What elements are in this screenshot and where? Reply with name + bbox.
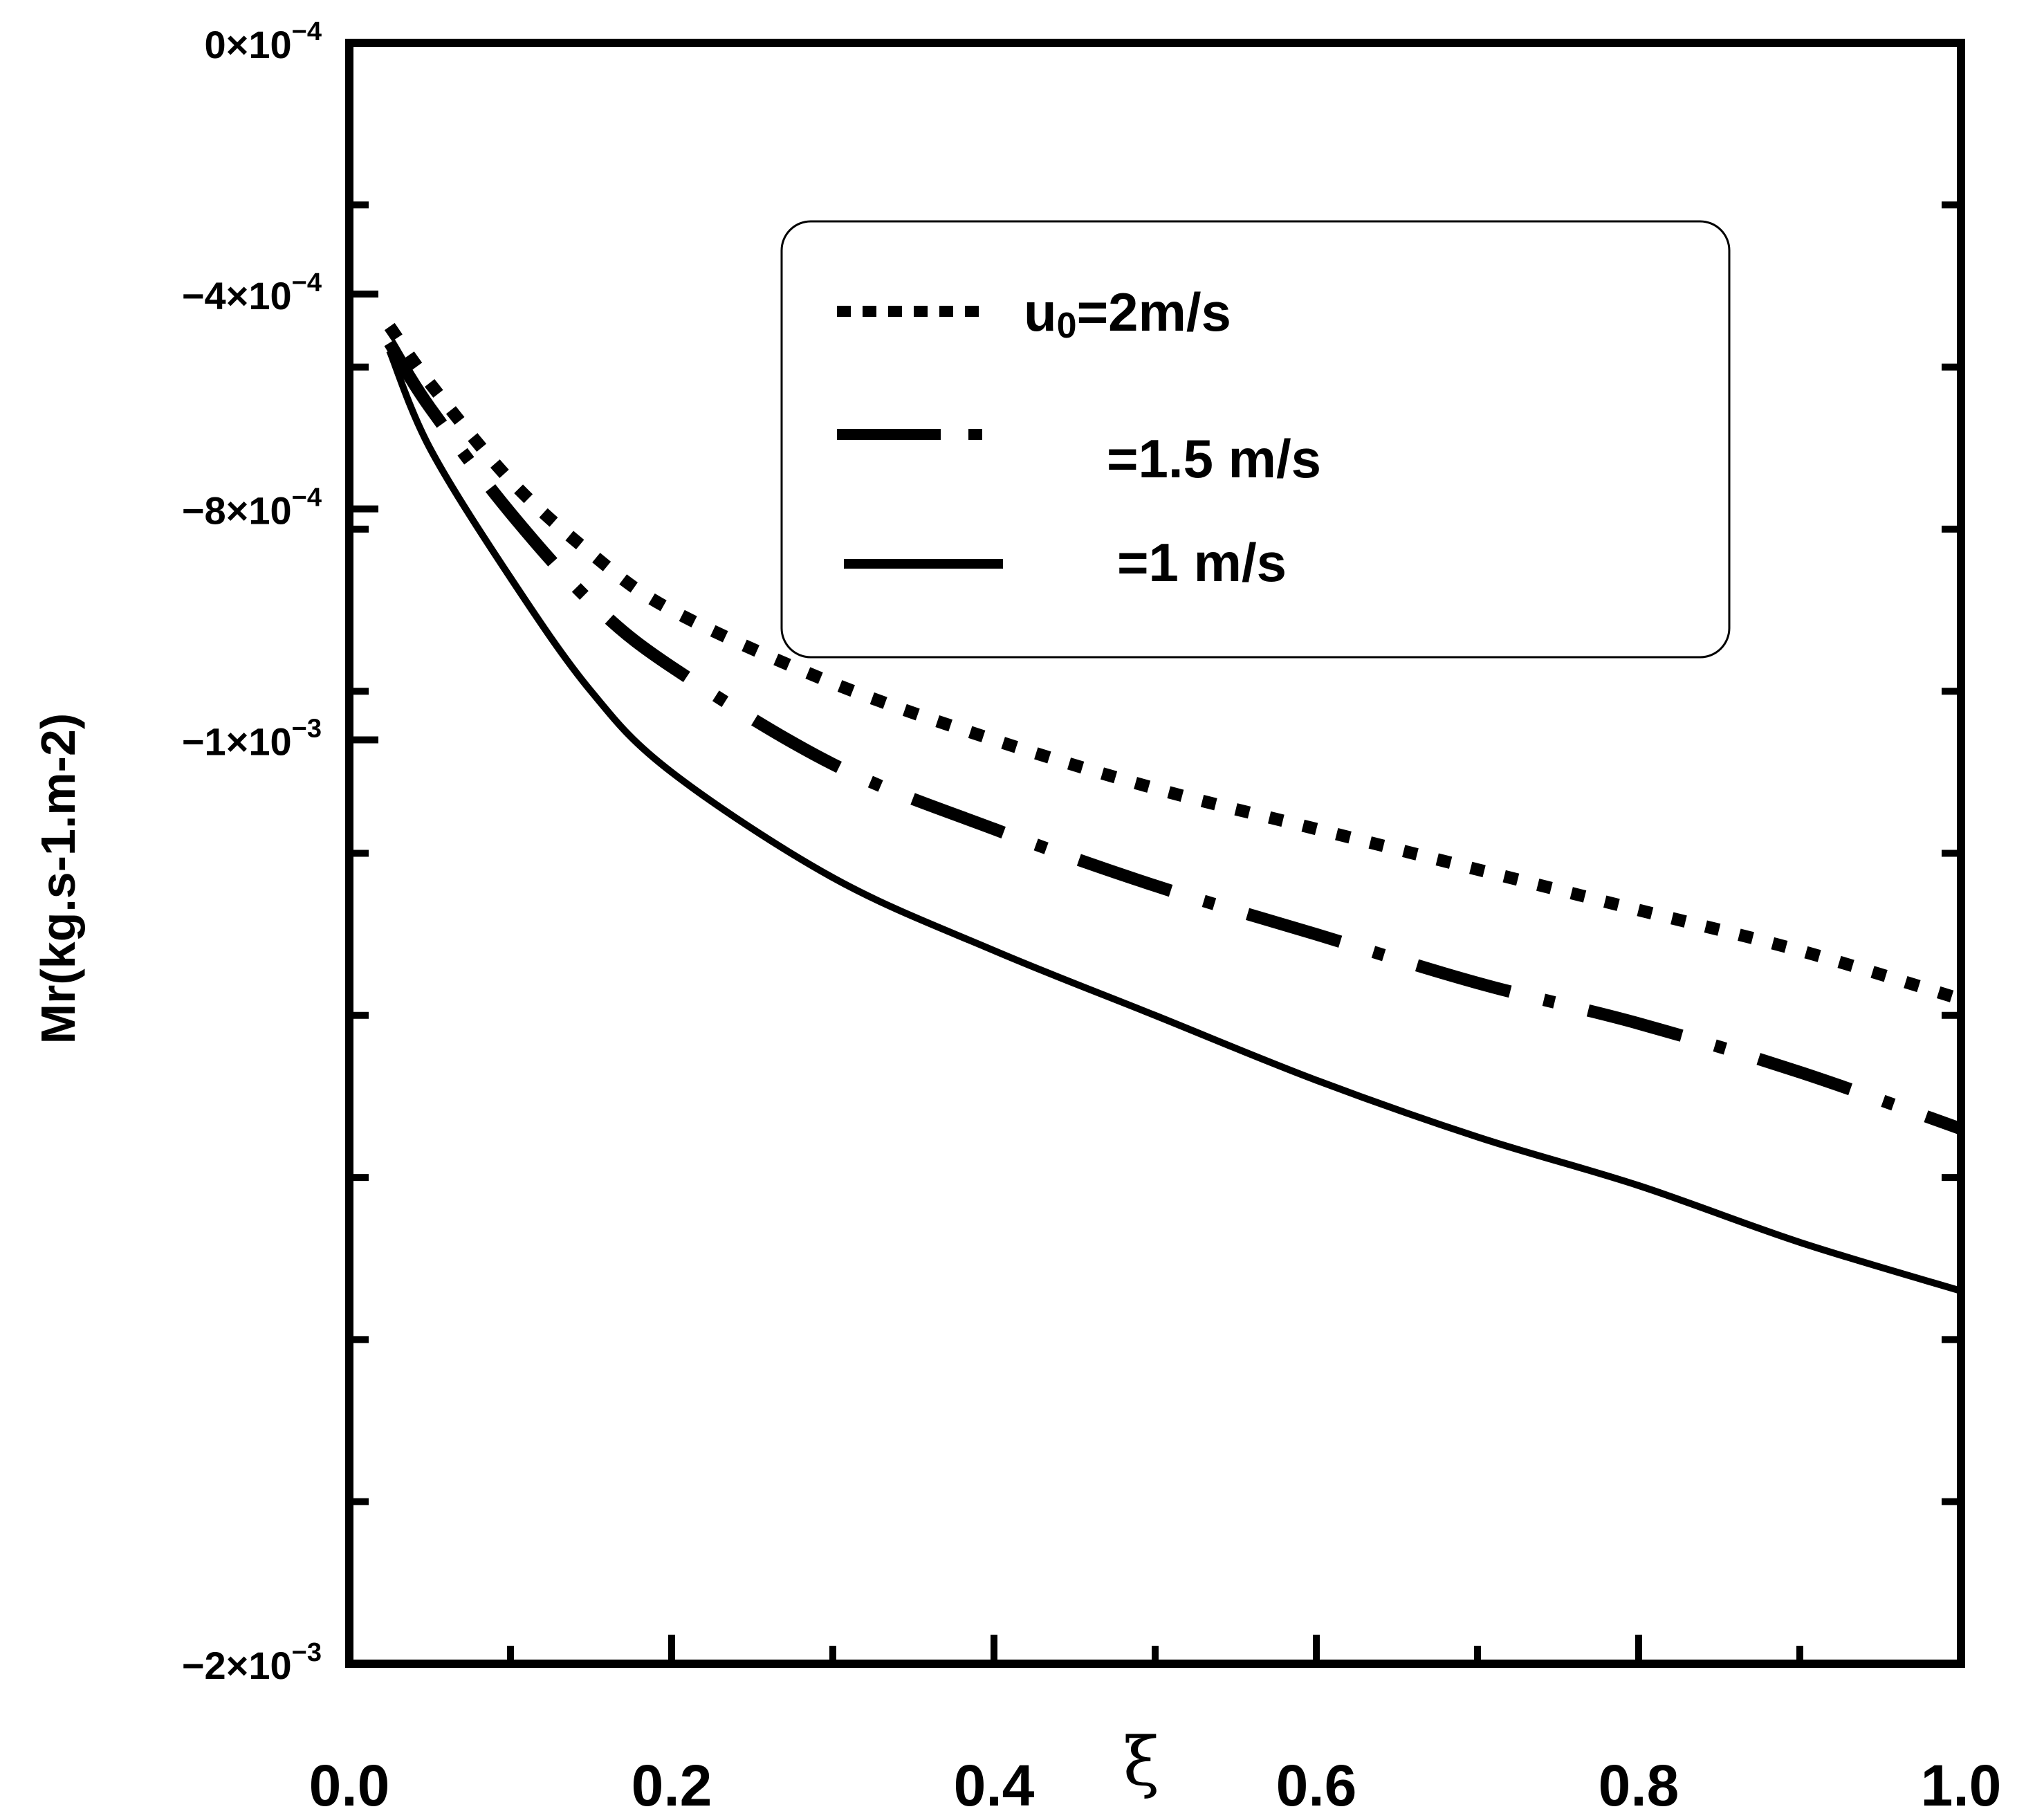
- legend-label-1-prefix: u: [1024, 282, 1057, 342]
- data-series: [384, 322, 1963, 1294]
- y-axis-title: Mr(kg.s-1.m-2): [31, 713, 85, 1044]
- legend-box: [780, 220, 1731, 659]
- x-axis-title: ξ: [1123, 1723, 1160, 1801]
- x-tick-label: 0.0: [309, 1753, 390, 1818]
- x-tick-label: 1.0: [1921, 1753, 2002, 1818]
- legend-label-1-subscript: 0: [1057, 306, 1077, 346]
- x-tick-label: 0.2: [632, 1753, 712, 1818]
- y-tick-label: 0×10−4: [205, 17, 322, 66]
- legend: u0=2m/s =1.5 m/s =1 m/s: [780, 220, 1731, 659]
- legend-label-3: =1 m/s: [1117, 532, 1287, 593]
- legend-label-1: u0=2m/s: [1024, 282, 1231, 346]
- y-tick-label: −4×10−4: [182, 268, 322, 318]
- y-tick-label: −2×10−3: [182, 1638, 322, 1687]
- legend-label-2: =1.5 m/s: [1107, 428, 1321, 489]
- tick-labels: 0.0 0.2 0.4 0.6 0.8 1.0 0×10−4 −4×10−4 −8×10−4 −1…: [182, 17, 2002, 1818]
- y-tick-label: −1×10−3: [182, 714, 322, 763]
- y-tick-label: −8×10−4: [182, 484, 322, 533]
- axis-ticks: [346, 39, 1964, 1667]
- x-tick-label: 0.4: [954, 1753, 1035, 1818]
- legend-label-1-text: =2m/s: [1077, 282, 1231, 342]
- series-line-dashdot: [384, 339, 1963, 1135]
- x-tick-label: 0.8: [1599, 1753, 1679, 1818]
- series-line-solid: [386, 349, 1962, 1294]
- x-tick-label: 0.6: [1276, 1753, 1357, 1818]
